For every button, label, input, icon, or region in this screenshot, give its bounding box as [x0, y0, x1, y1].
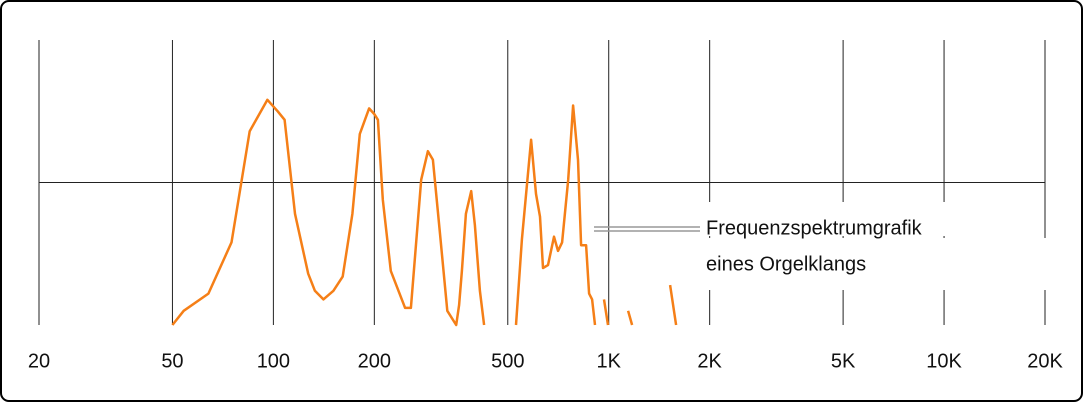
x-tick-label: 50	[161, 350, 183, 372]
x-tick-label: 20K	[1027, 350, 1063, 372]
annotation-text: eines Orgelklangs	[706, 253, 866, 275]
grid: 20 50 100 200 500 1K 2K 5K 10K 20K	[28, 40, 1063, 372]
x-tick-label: 1K	[596, 350, 621, 372]
annotation: Frequenzspektrumgrafik eines Orgelklangs	[594, 202, 1050, 290]
x-tick-label: 20	[28, 350, 50, 372]
annotation-text: Frequenzspektrumgrafik	[706, 217, 923, 239]
x-tick-label: 100	[257, 350, 290, 372]
annotation-bg	[700, 202, 982, 236]
x-tick-label: 5K	[831, 350, 856, 372]
x-tick-label: 2K	[697, 350, 722, 372]
plot	[171, 98, 678, 327]
x-tick-label: 10K	[926, 350, 962, 372]
x-tick-label: 200	[358, 350, 391, 372]
x-tick-label: 500	[491, 350, 524, 372]
spectrum-line	[171, 98, 678, 327]
annotation-bg	[700, 238, 1050, 290]
